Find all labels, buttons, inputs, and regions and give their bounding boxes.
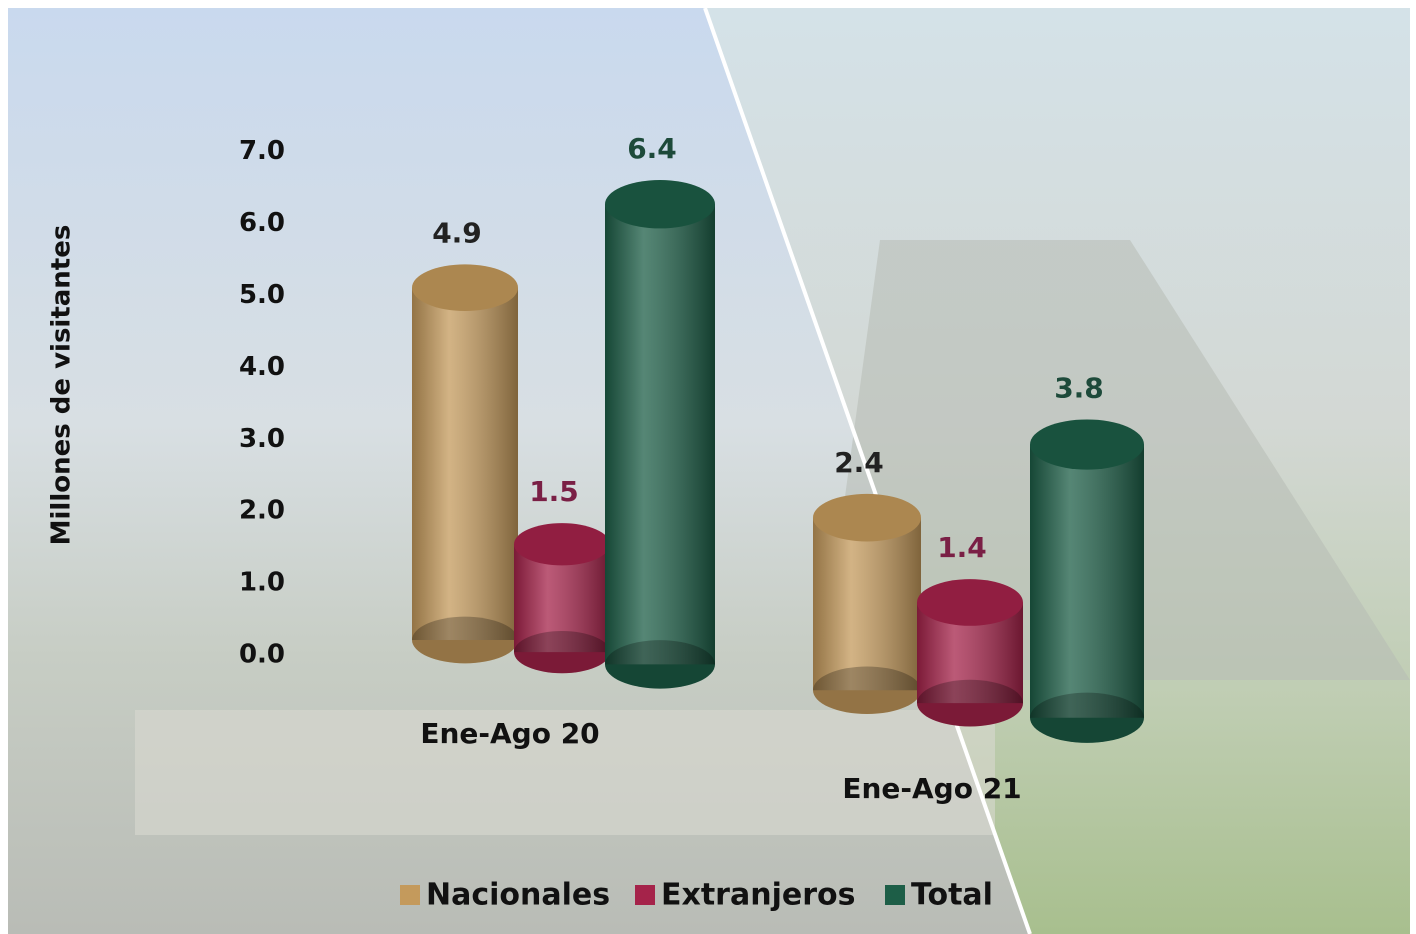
background-left (8, 8, 1030, 934)
bar-base-shade (412, 616, 518, 664)
bar-top (1030, 419, 1144, 470)
y-axis-label: Millones de visitantes (47, 225, 77, 546)
bar-top (605, 180, 715, 229)
bar-base-shade (917, 679, 1023, 727)
bar-top (514, 523, 610, 566)
bar-top-shade (605, 180, 715, 229)
bar-top-shade (917, 579, 1023, 626)
museum-sign (135, 710, 995, 835)
y-tick-label: 1.0 (239, 568, 285, 598)
bar-top (412, 264, 518, 312)
bar-top-shade (412, 264, 518, 312)
bar-top-shade (1030, 419, 1144, 470)
y-tick-label: 7.0 (239, 136, 285, 166)
y-tick-label: 5.0 (239, 280, 285, 310)
legend-label: Extranjeros (661, 878, 855, 913)
bar-top-shade (514, 523, 610, 566)
bar-top (813, 493, 921, 542)
bar-base-shade (605, 640, 715, 689)
bar-shade (412, 287, 518, 640)
bar-top-shade (813, 493, 921, 542)
bar-shade (1030, 444, 1144, 718)
value-label: 6.4 (627, 132, 677, 165)
y-tick-label: 0.0 (239, 640, 285, 670)
value-label: 4.9 (432, 216, 482, 249)
bar-base-shade (1030, 692, 1144, 743)
y-tick-label: 2.0 (239, 496, 285, 526)
x-tick-label: Ene-Ago 20 (420, 717, 599, 750)
legend-swatch (400, 885, 420, 905)
bar-base-shade (813, 666, 921, 715)
value-label: 2.4 (834, 446, 884, 479)
legend-swatch (635, 885, 655, 905)
value-label: 3.8 (1054, 371, 1104, 404)
y-tick-label: 3.0 (239, 424, 285, 454)
y-tick-label: 6.0 (239, 208, 285, 238)
value-label: 1.4 (937, 531, 987, 564)
bar-base-shade (514, 631, 610, 674)
legend-label: Nacionales (426, 878, 610, 913)
legend: Nacionales Extranjeros Total (400, 878, 993, 913)
bar-shade (813, 517, 921, 691)
legend-swatch (885, 885, 905, 905)
bar-shade (605, 204, 715, 665)
x-tick-label: Ene-Ago 21 (842, 772, 1021, 805)
legend-label: Total (911, 878, 993, 913)
bar-top (917, 579, 1023, 626)
value-label: 1.5 (529, 475, 579, 508)
y-tick-label: 4.0 (239, 352, 285, 382)
divider (703, 7, 1032, 934)
